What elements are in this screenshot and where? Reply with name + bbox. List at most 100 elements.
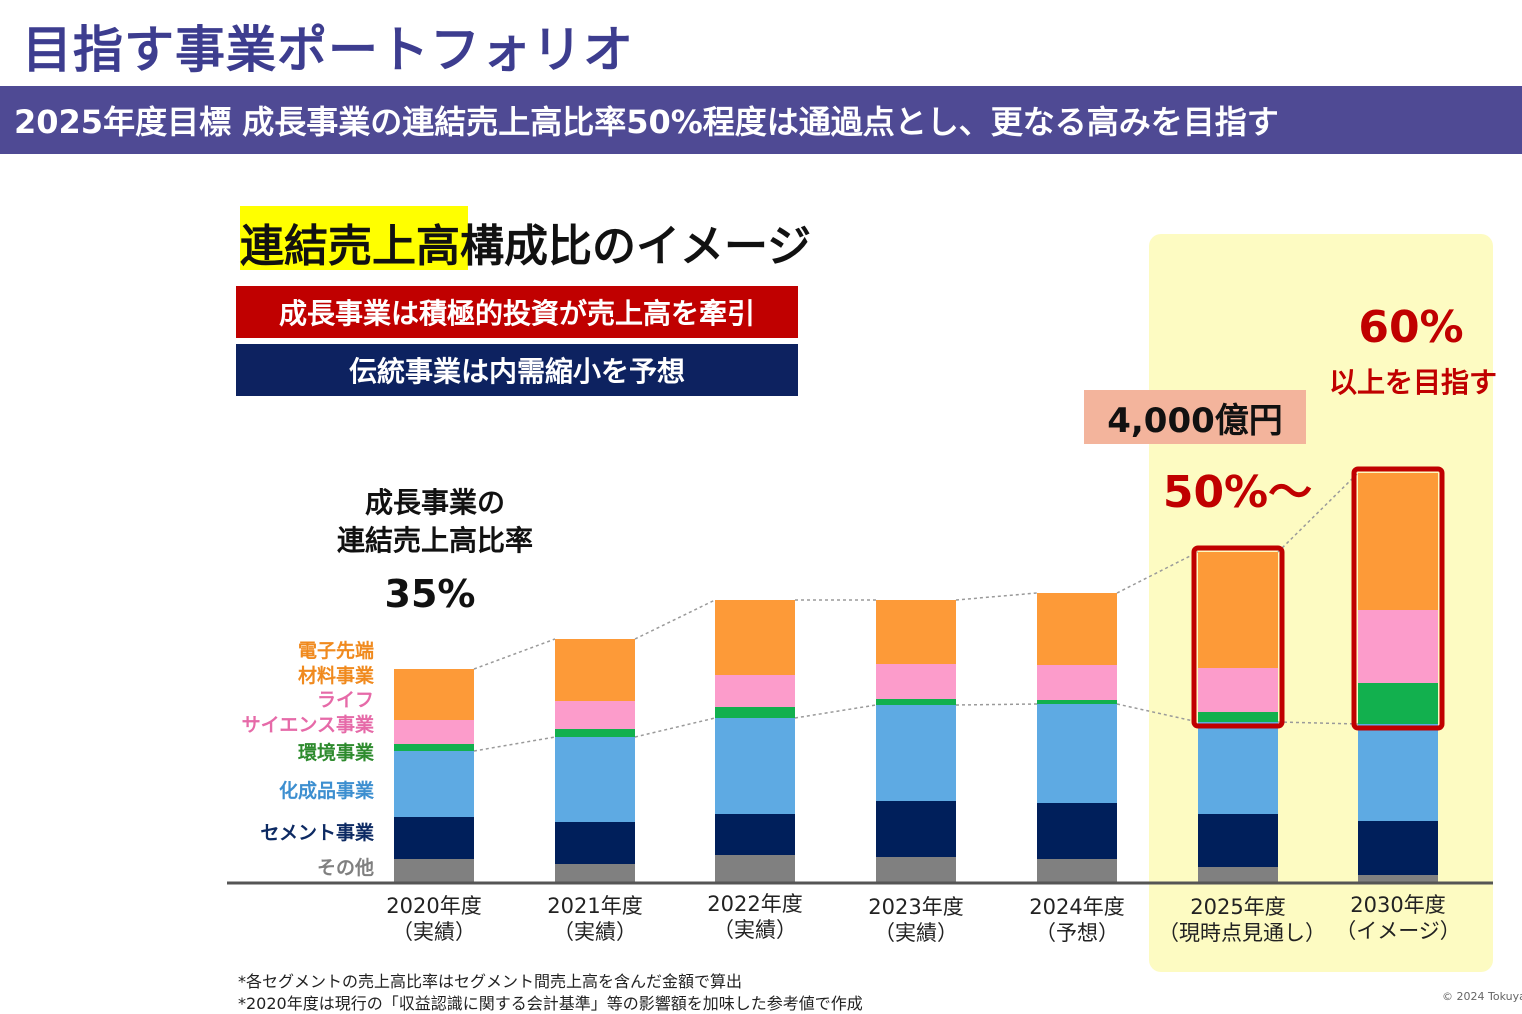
bar-segment-electronic-6	[1358, 473, 1438, 610]
x-tick-label-4: 2024年度 （予想）	[997, 894, 1157, 946]
bar-segment-environment-0	[394, 744, 474, 751]
total-connector-3	[955, 592, 1038, 601]
total-connector-5	[1277, 472, 1359, 553]
bar-segment-life-4	[1037, 665, 1117, 700]
x-tick-label-status: （現時点見通し）	[1158, 921, 1326, 945]
x-tick-label-year: 2022年度	[707, 892, 803, 916]
total-connector-4	[1116, 551, 1199, 594]
banner-text: 2025年度目標 成長事業の連結売上高比率50%程度は通過点とし、更なる高みを目…	[14, 103, 1279, 141]
legend-other: その他	[316, 857, 374, 879]
bar-segment-environment-3	[876, 699, 956, 705]
bar-segment-cement-3	[876, 801, 956, 857]
subtitle-rest: 構成比のイメージ	[460, 221, 812, 272]
bar-segment-other-6	[1358, 875, 1438, 883]
highlight-boxes	[1191, 466, 1445, 731]
connector-lines	[473, 472, 1359, 752]
page-title: 目指す事業ポートフォリオ	[22, 21, 634, 79]
x-tick-label-6: 2030年度 （イメージ）	[1318, 892, 1478, 944]
copyright: © 2024 Tokuya	[1442, 990, 1522, 1003]
bar-segment-environment-5	[1198, 712, 1278, 722]
bar-segment-cement-6	[1358, 821, 1438, 875]
x-tick-label-0: 2020年度 （実績）	[354, 893, 514, 945]
legend-cement: セメント事業	[260, 822, 374, 844]
x-tick-label-5: 2025年度 （現時点見通し）	[1158, 894, 1326, 946]
legend-electronic: 電子先端 材料事業	[298, 639, 374, 689]
x-tick-label-year: 2023年度	[868, 895, 964, 919]
legend-life: ライフ サイエンス事業	[242, 688, 374, 738]
legend-life-line1: ライフ	[316, 689, 374, 711]
growth-connector-5	[1277, 721, 1359, 725]
x-tick-label-year: 2021年度	[547, 894, 643, 918]
total-connector-0	[473, 638, 556, 670]
traditional-business-tag: 伝統事業は内需縮小を予想	[236, 344, 798, 396]
bar-segment-other-2	[715, 855, 795, 883]
bar-segment-electronic-0	[394, 669, 474, 720]
x-tick-label-1: 2021年度 （実績）	[515, 893, 675, 945]
bar-segment-chemical-5	[1198, 722, 1278, 814]
bar-segment-other-4	[1037, 859, 1117, 883]
bar-segment-other-1	[555, 864, 635, 883]
bar-segment-chemical-0	[394, 751, 474, 817]
bar-segment-cement-2	[715, 814, 795, 855]
x-tick-label-2: 2022年度 （実績）	[675, 891, 835, 943]
banner-bar	[0, 86, 1522, 154]
growth-connector-4	[1116, 703, 1199, 723]
x-tick-label-year: 2020年度	[386, 894, 482, 918]
bar-segment-life-2	[715, 675, 795, 707]
growth-highlight-box-5	[1191, 545, 1285, 729]
bar-segment-cement-4	[1037, 803, 1117, 859]
growth-connector-0	[473, 736, 556, 752]
growth-connector-3	[955, 703, 1038, 706]
legend-life-line2: サイエンス事業	[241, 714, 374, 736]
bar-segment-chemical-1	[555, 737, 635, 822]
subtitle-highlight: 連結売上高	[240, 221, 460, 272]
footnote-1: *各セグメントの売上高比率はセグメント間売上高を含んだ金額で算出	[238, 972, 743, 991]
bar-segment-other-3	[876, 857, 956, 883]
x-tick-label-year: 2030年度	[1350, 893, 1446, 917]
x-tick-label-status: （予想）	[1035, 921, 1119, 945]
footnote-2: *2020年度は現行の「収益認識に関する会計基準」等の影響額を加味した参考値で作…	[238, 994, 863, 1013]
bar-segment-electronic-3	[876, 600, 956, 664]
x-tick-label-status: （イメージ）	[1335, 919, 1461, 943]
x-tick-label-year: 2025年度	[1190, 895, 1286, 919]
bar-segment-electronic-1	[555, 639, 635, 701]
bar-segment-chemical-4	[1037, 704, 1117, 803]
x-tick-label-year: 2024年度	[1029, 895, 1125, 919]
bar-segment-environment-1	[555, 729, 635, 737]
ratio-2030-annotation: 60%	[1358, 302, 1464, 353]
bar-segment-environment-6	[1358, 683, 1438, 724]
bar-segment-other-0	[394, 859, 474, 883]
x-tick-label-3: 2023年度 （実績）	[836, 894, 996, 946]
bar-segment-life-0	[394, 720, 474, 744]
total-connector-1	[634, 599, 716, 640]
bar-segment-cement-0	[394, 817, 474, 859]
bar-segment-environment-4	[1037, 700, 1117, 704]
bar-segment-other-5	[1198, 867, 1278, 883]
growth-connector-1	[634, 717, 716, 738]
bar-segment-electronic-2	[715, 600, 795, 675]
x-tick-label-status: （実績）	[553, 920, 637, 944]
growth-business-tag: 成長事業は積極的投資が売上高を牽引	[236, 286, 798, 338]
growth-ratio-label-line1: 成長事業の	[364, 486, 505, 519]
legend-chemical: 化成品事業	[278, 780, 374, 802]
bar-segment-environment-2	[715, 707, 795, 718]
legend-electronic-line2: 材料事業	[297, 665, 374, 687]
bar-segment-electronic-5	[1198, 552, 1278, 668]
bar-stacks	[394, 473, 1438, 883]
bar-segment-chemical-2	[715, 718, 795, 814]
bar-segment-life-3	[876, 664, 956, 699]
growth-ratio-label: 成長事業の 連結売上高比率	[300, 484, 570, 560]
ratio-2025-annotation: 50%～	[1162, 467, 1313, 518]
ratio-2030-note: 以上を目指す	[1328, 366, 1497, 399]
bar-segment-life-1	[555, 701, 635, 729]
x-tick-label-status: （実績）	[392, 920, 476, 944]
bar-segment-cement-1	[555, 822, 635, 864]
growth-ratio-label-line2: 連結売上高比率	[336, 524, 533, 557]
x-tick-label-status: （実績）	[713, 918, 797, 942]
subtitle-highlight-marker	[240, 206, 468, 270]
legend-electronic-line1: 電子先端	[297, 640, 374, 662]
bar-segment-chemical-3	[876, 705, 956, 801]
growth-highlight-box-6	[1351, 466, 1445, 731]
bar-segment-life-6	[1358, 610, 1438, 683]
